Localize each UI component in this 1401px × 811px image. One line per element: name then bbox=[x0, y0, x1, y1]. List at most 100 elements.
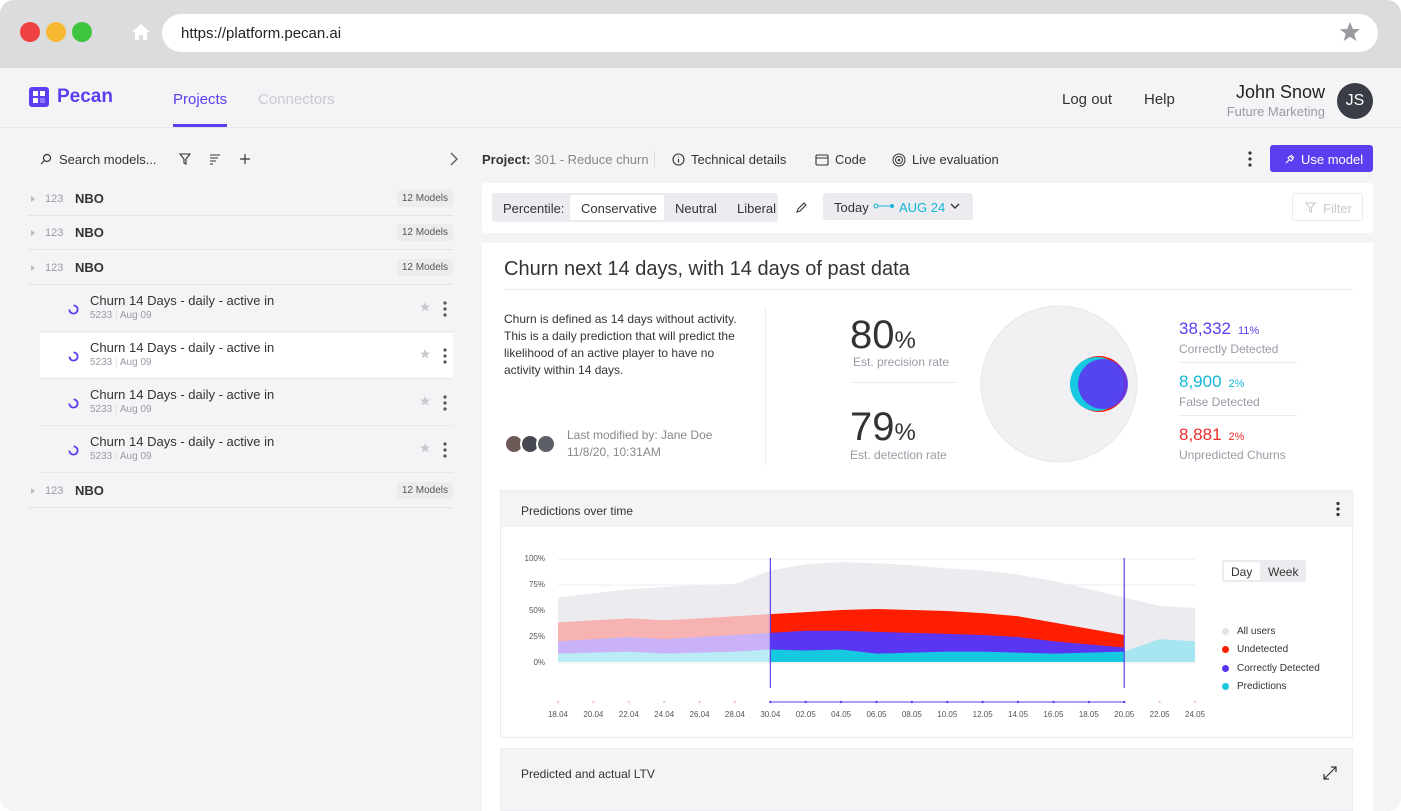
star-icon[interactable] bbox=[419, 301, 431, 313]
x-axis-dot bbox=[1158, 700, 1161, 704]
home-icon[interactable] bbox=[130, 21, 152, 43]
x-axis-dot bbox=[1193, 700, 1197, 704]
minimize-window-button[interactable] bbox=[46, 22, 66, 42]
legend-swatch bbox=[1222, 628, 1229, 635]
maximize-window-button[interactable] bbox=[72, 22, 92, 42]
avatar[interactable]: JS bbox=[1337, 83, 1373, 119]
detection-unit: % bbox=[894, 419, 916, 446]
list-item[interactable]: 123 NBO 12 Models bbox=[28, 251, 453, 285]
detection-venn-diagram bbox=[980, 305, 1138, 463]
code-icon bbox=[815, 153, 829, 166]
precision-value: 80% bbox=[850, 313, 916, 358]
stat-value: 8,881 bbox=[1179, 425, 1222, 444]
code-button[interactable]: Code bbox=[815, 152, 866, 167]
predicted-actual-ltv-panel: Predicted and actual LTV bbox=[500, 748, 1353, 811]
filter-icon bbox=[1305, 202, 1316, 213]
x-tick-label: 30.04 bbox=[760, 710, 781, 719]
chevron-down-icon bbox=[950, 203, 960, 209]
legend-swatch bbox=[1222, 665, 1229, 672]
project-name: 301 - Reduce churn bbox=[534, 152, 649, 167]
filter-button[interactable]: Filter bbox=[1292, 193, 1363, 221]
legend-item: Undetected bbox=[1222, 644, 1288, 655]
technical-details-button[interactable]: Technical details bbox=[672, 152, 786, 167]
kebab-menu-icon[interactable] bbox=[443, 300, 447, 318]
kebab-menu-icon[interactable] bbox=[1248, 150, 1252, 168]
list-item[interactable]: 123 NBO 12 Models bbox=[28, 216, 453, 250]
predictions-area-chart bbox=[558, 558, 1195, 688]
model-item[interactable]: Churn 14 Days - daily - active in 5233 |… bbox=[40, 286, 453, 332]
user-role: Future Marketing bbox=[1226, 104, 1325, 119]
list-item[interactable]: 123 NBO 12 Models bbox=[28, 182, 453, 216]
x-tick-label: 12.05 bbox=[972, 710, 993, 719]
stat-label: Correctly Detected bbox=[1179, 342, 1279, 356]
percentile-conservative[interactable]: Conservative bbox=[581, 201, 657, 216]
date-selector[interactable]: Today AUG 24 bbox=[823, 193, 973, 220]
precision-label: Est. precision rate bbox=[853, 355, 950, 369]
toggle-day[interactable]: Day bbox=[1231, 565, 1253, 579]
kebab-menu-icon[interactable] bbox=[443, 441, 447, 459]
stat-percent: 2% bbox=[1228, 378, 1245, 390]
address-bar[interactable]: https://platform.pecan.ai bbox=[162, 14, 1378, 52]
close-window-button[interactable] bbox=[20, 22, 40, 42]
tab-connectors[interactable]: Connectors bbox=[258, 91, 335, 108]
detection-number: 79 bbox=[850, 405, 895, 449]
all-users-circle bbox=[980, 305, 1138, 463]
percentile-label: Percentile: bbox=[503, 201, 565, 216]
expand-caret-icon[interactable] bbox=[31, 264, 35, 271]
x-tick-label: 24.04 bbox=[654, 710, 675, 719]
expand-icon[interactable] bbox=[1323, 766, 1337, 780]
add-icon[interactable] bbox=[239, 153, 251, 165]
project-breadcrumb: Project: 301 - Reduce churn bbox=[482, 152, 649, 167]
expand-caret-icon[interactable] bbox=[31, 487, 35, 494]
model-id: 5233 bbox=[90, 404, 113, 415]
percentile-selector: Percentile: Conservative Neutral Liberal bbox=[492, 193, 807, 222]
legend-item: Predictions bbox=[1222, 681, 1286, 692]
detection-value: 79% bbox=[850, 405, 916, 450]
model-item[interactable]: Churn 14 Days - daily - active in 5233 |… bbox=[40, 380, 453, 426]
use-model-button[interactable]: Use model bbox=[1270, 145, 1373, 172]
code-label: Code bbox=[835, 152, 867, 167]
progress-icon bbox=[68, 445, 79, 456]
x-tick-label: 22.04 bbox=[618, 710, 639, 719]
divider bbox=[1179, 415, 1297, 416]
series-predictions-area bbox=[1124, 639, 1195, 662]
group-number: 123 bbox=[45, 261, 64, 274]
group-name: NBO bbox=[75, 191, 104, 206]
chevron-right-icon[interactable] bbox=[449, 152, 459, 166]
filter-icon[interactable] bbox=[178, 153, 191, 165]
expand-caret-icon[interactable] bbox=[31, 229, 35, 236]
help-link[interactable]: Help bbox=[1144, 91, 1175, 108]
star-icon[interactable] bbox=[419, 348, 431, 360]
x-axis-dot bbox=[556, 700, 560, 704]
group-number: 123 bbox=[45, 484, 64, 497]
list-item[interactable]: 123 NBO 12 Models bbox=[28, 474, 453, 508]
toggle-week[interactable]: Week bbox=[1268, 565, 1299, 579]
bookmark-star-icon[interactable] bbox=[1338, 20, 1362, 44]
tab-projects[interactable]: Projects bbox=[173, 91, 228, 127]
percentile-neutral[interactable]: Neutral bbox=[675, 201, 717, 216]
model-item[interactable]: Churn 14 Days - daily - active in 5233 |… bbox=[40, 427, 453, 473]
star-icon[interactable] bbox=[419, 395, 431, 407]
expand-caret-icon[interactable] bbox=[31, 195, 35, 202]
model-item[interactable]: Churn 14 Days - daily - active in 5233 |… bbox=[40, 333, 453, 379]
star-icon[interactable] bbox=[419, 442, 431, 454]
divider bbox=[765, 307, 766, 465]
panel-title: Predictions over time bbox=[501, 491, 1354, 527]
percentile-liberal[interactable]: Liberal bbox=[737, 201, 777, 216]
series-predictions-area bbox=[770, 649, 1125, 662]
x-tick-label: 02.05 bbox=[795, 710, 816, 719]
kebab-menu-icon[interactable] bbox=[443, 347, 447, 365]
x-tick-label: 06.05 bbox=[866, 710, 887, 719]
kebab-menu-icon[interactable] bbox=[1336, 501, 1340, 517]
live-evaluation-button[interactable]: Live evaluation bbox=[892, 152, 999, 167]
sort-icon[interactable] bbox=[209, 153, 221, 165]
brand-logo[interactable]: Pecan bbox=[28, 86, 113, 108]
search-input[interactable]: Search models... bbox=[59, 151, 157, 167]
model-meta: 5233 | Aug 09 bbox=[90, 404, 152, 415]
x-tick-label: 22.05 bbox=[1149, 710, 1170, 719]
avatar bbox=[536, 434, 556, 454]
logout-link[interactable]: Log out bbox=[1062, 91, 1113, 108]
live-evaluation-label: Live evaluation bbox=[912, 152, 999, 167]
kebab-menu-icon[interactable] bbox=[443, 394, 447, 412]
pencil-icon[interactable] bbox=[795, 201, 808, 214]
